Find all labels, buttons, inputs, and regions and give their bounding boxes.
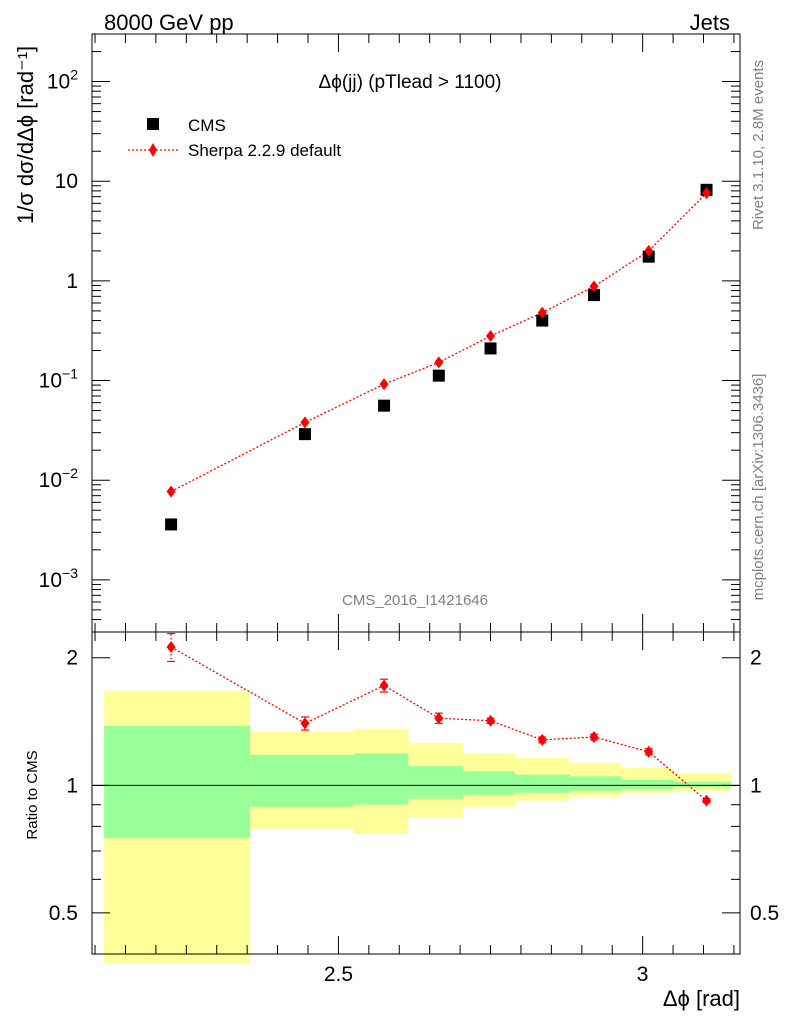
ratio-y-tick-labels: 0.5 0.5 1 1 2 2 xyxy=(49,647,779,925)
process-label: Jets xyxy=(690,10,730,35)
ratio-y-tick-label-right: 2 xyxy=(750,647,762,670)
legend-marker-sherpa xyxy=(149,143,157,157)
ratio-frame xyxy=(91,631,741,955)
ratio-point xyxy=(644,745,654,758)
band-inner xyxy=(514,774,570,793)
plot-title: Δϕ(jj) (pTlead > 1100) xyxy=(319,72,502,93)
data-point xyxy=(432,369,445,382)
main-y-tick-label: 102 xyxy=(47,67,78,94)
data-point xyxy=(378,399,391,412)
ratio-panel: 0.5 0.51 12 2 2.5 3 xyxy=(49,631,779,986)
ratio-point xyxy=(589,731,599,744)
legend: CMS Sherpa 2.2.9 default xyxy=(128,116,341,160)
ratio-y-tick-label-left: 2 xyxy=(66,647,78,670)
mc-point xyxy=(702,187,712,200)
band-inner xyxy=(353,753,409,805)
main-y-tick-labels: 10−3 10−2 10−1 1 10 102 xyxy=(39,67,79,592)
x-axis-label: Δϕ [rad] xyxy=(663,986,740,1011)
main-y-tick-label: 10−1 xyxy=(39,366,79,393)
mc-point xyxy=(434,356,444,369)
mc-line xyxy=(170,192,707,493)
ratio-y-axis-label: Ratio to CMS xyxy=(24,750,41,839)
main-y-tick-label: 10−2 xyxy=(39,465,79,492)
band-inner xyxy=(250,754,354,807)
ratio-point xyxy=(434,712,444,725)
band-inner xyxy=(104,726,251,839)
ratio-uncertainty-bands xyxy=(92,690,740,964)
main-series xyxy=(165,183,713,531)
main-y-tick-label: 10 xyxy=(55,170,78,193)
ratio-y-tick-label-right: 0.5 xyxy=(750,902,779,925)
ratio-point xyxy=(702,794,712,807)
mc-point xyxy=(486,329,496,342)
watermark: CMS_2016_I1421646 xyxy=(342,592,488,609)
main-axis-ticks xyxy=(92,33,740,633)
mc-point xyxy=(300,416,310,429)
mc-point xyxy=(379,378,389,391)
legend-label-sherpa: Sherpa 2.2.9 default xyxy=(188,141,341,160)
data-point xyxy=(587,289,600,302)
main-y-axis-label-text: 1/σ dσ/dΔϕ [rad⁻¹] xyxy=(13,46,38,224)
data-point xyxy=(298,428,311,441)
main-y-tick-label: 1 xyxy=(66,270,78,293)
ratio-series xyxy=(166,633,712,807)
main-y-tick-label: 10−3 xyxy=(39,565,79,592)
x-tick-label: 3 xyxy=(637,963,649,986)
data-point xyxy=(165,518,178,531)
band-inner xyxy=(569,776,622,791)
ratio-y-axis-label-text: Ratio to CMS xyxy=(24,750,41,839)
ratio-y-tick-label-left: 0.5 xyxy=(49,902,78,925)
data-point xyxy=(484,342,497,355)
mc-point xyxy=(644,244,654,257)
band-inner xyxy=(463,771,515,795)
mc-point xyxy=(589,280,599,293)
x-tick-labels: 2.5 3 xyxy=(324,963,649,986)
band-inner xyxy=(621,779,674,790)
ratio-point xyxy=(166,641,176,654)
mc-point xyxy=(537,306,547,319)
rivet-version-text: Rivet 3.1.10, 2.8M events xyxy=(750,60,767,230)
band-inner xyxy=(408,766,464,799)
x-tick-label: 2.5 xyxy=(324,963,353,986)
ratio-point xyxy=(379,679,389,692)
source-text: mcplots.cern.ch [arXiv:1306.3436] xyxy=(750,374,767,601)
ratio-point xyxy=(300,717,310,730)
rivet-version-label: Rivet 3.1.10, 2.8M events xyxy=(750,60,767,230)
ratio-point xyxy=(486,714,496,727)
band-inner xyxy=(673,781,731,788)
legend-marker-cms xyxy=(147,118,159,130)
data-point xyxy=(536,314,549,327)
energy-label: 8000 GeV pp xyxy=(104,10,234,35)
ratio-point xyxy=(537,733,547,746)
source-label: mcplots.cern.ch [arXiv:1306.3436] xyxy=(750,374,767,601)
ratio-y-tick-label-left: 1 xyxy=(66,774,78,797)
main-y-axis-label: 1/σ dσ/dΔϕ [rad⁻¹] xyxy=(13,46,38,224)
legend-label-cms: CMS xyxy=(188,116,226,135)
main-panel: 10−3 10−2 10−1 1 10 102 Δϕ(jj) (pTlead > 1100… xyxy=(39,33,741,633)
mc-point xyxy=(166,485,176,498)
ratio-y-tick-label-right: 1 xyxy=(750,774,762,797)
